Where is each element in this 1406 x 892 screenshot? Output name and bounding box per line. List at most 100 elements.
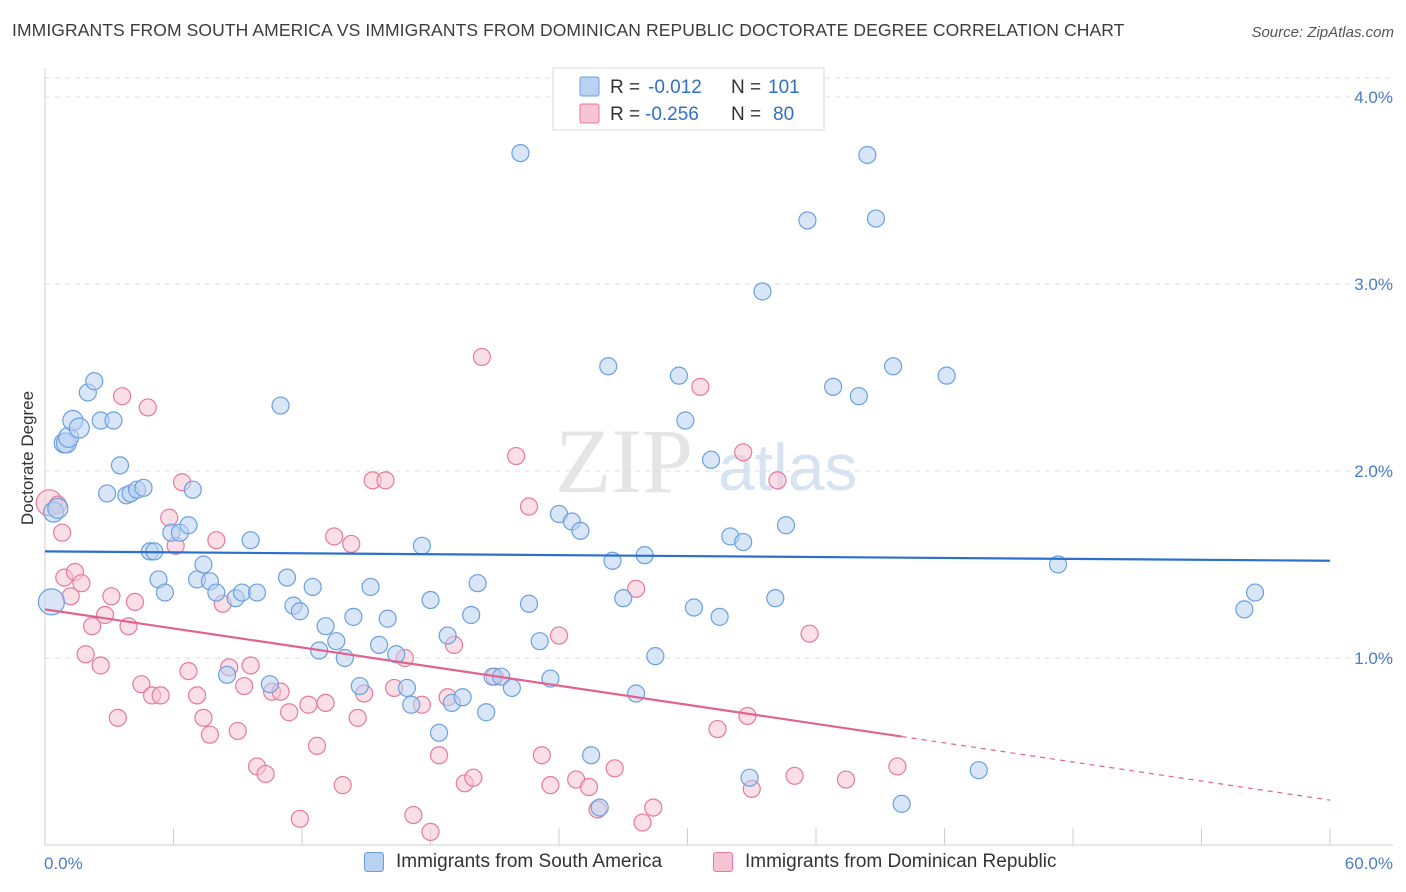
point-south-america: [776, 516, 796, 535]
point-south-america: [241, 531, 260, 550]
point-south-america: [37, 588, 66, 616]
point-south-america: [260, 675, 279, 694]
point-dominican-republic: [102, 587, 121, 606]
point-south-america: [582, 746, 601, 765]
y-tick-label: 2.0%: [1354, 462, 1393, 481]
point-dominican-republic: [579, 777, 599, 797]
point-dominican-republic: [151, 686, 170, 705]
point-south-america: [646, 647, 665, 666]
point-dominican-republic: [429, 746, 449, 765]
legend-r-label-2: R =: [610, 104, 640, 125]
point-dominican-republic: [200, 725, 220, 744]
point-south-america: [421, 590, 440, 610]
point-south-america: [676, 411, 695, 430]
point-south-america: [453, 688, 472, 707]
point-dominican-republic: [138, 398, 157, 417]
point-south-america: [98, 484, 117, 503]
point-south-america: [1235, 600, 1254, 619]
point-south-america: [183, 480, 202, 499]
point-dominican-republic: [207, 531, 226, 550]
point-dominican-republic: [691, 377, 710, 396]
point-south-america: [858, 145, 877, 165]
point-dominican-republic: [421, 822, 440, 842]
point-dominican-republic: [342, 534, 361, 554]
point-south-america: [350, 676, 369, 696]
point-dominican-republic: [738, 706, 757, 726]
point-dominican-republic: [836, 770, 856, 789]
point-south-america: [85, 372, 104, 391]
point-dominican-republic: [472, 347, 491, 367]
gridlines: [45, 77, 1393, 659]
point-dominican-republic: [785, 766, 804, 785]
point-dominican-republic: [299, 695, 318, 714]
point-dominican-republic: [280, 703, 299, 722]
point-south-america: [207, 583, 226, 602]
trend-lines: [44, 550, 1331, 801]
legend-label-dominican-republic: Immigrants from Dominican Republic: [745, 851, 1057, 872]
point-south-america: [969, 761, 988, 780]
watermark-zip: ZIP: [555, 410, 693, 512]
legend-item-dominican-republic: Immigrants from Dominican Republic: [713, 851, 1057, 873]
chart-title: IMMIGRANTS FROM SOUTH AMERICA VS IMMIGRA…: [12, 20, 1125, 40]
point-south-america: [734, 532, 753, 552]
y-tick-labels: 1.0% 2.0% 3.0% 4.0%: [1354, 88, 1393, 668]
point-dominican-republic: [348, 708, 367, 727]
point-dominican-republic: [708, 719, 727, 739]
point-south-america: [402, 695, 421, 714]
point-south-america: [477, 703, 496, 722]
point-south-america: [316, 617, 335, 636]
point-south-america: [937, 366, 956, 385]
source-label: Source: ZipAtlas.com: [1251, 24, 1394, 41]
point-dominican-republic: [404, 805, 423, 825]
point-dominican-republic: [888, 757, 907, 776]
point-south-america: [104, 411, 123, 430]
trend-line-dominican-republic-extension: [901, 735, 1331, 801]
legend-n-label-2: N =: [731, 104, 761, 125]
point-dominican-republic: [549, 626, 569, 645]
point-dominican-republic: [108, 708, 127, 727]
point-dominican-republic: [734, 443, 753, 462]
point-south-america: [519, 594, 539, 613]
point-south-america: [110, 456, 130, 475]
point-south-america: [271, 396, 290, 415]
series-south-america: [37, 144, 1265, 817]
y-tick-label: 3.0%: [1354, 275, 1393, 294]
point-south-america: [290, 602, 309, 621]
y-axis-label: Doctorate Degree: [18, 391, 37, 525]
point-south-america: [155, 583, 175, 602]
point-dominican-republic: [91, 656, 110, 675]
point-south-america: [378, 609, 397, 628]
point-dominican-republic: [800, 624, 819, 643]
legend-n-label-1: N =: [731, 77, 761, 98]
x-tick-label-max: 60.0%: [1345, 854, 1393, 873]
legend-n-value-2: 80: [773, 104, 794, 125]
watermark-atlas: atlas: [718, 430, 857, 504]
point-south-america: [327, 632, 346, 651]
point-south-america: [303, 577, 322, 597]
point-south-america: [370, 635, 389, 655]
point-dominican-republic: [132, 675, 151, 694]
point-south-america: [684, 598, 704, 617]
point-dominican-republic: [644, 798, 663, 817]
point-dominican-republic: [541, 776, 560, 795]
point-dominican-republic: [307, 736, 327, 755]
point-dominican-republic: [325, 527, 344, 546]
legend-swatch-dominican-republic: [713, 852, 733, 872]
point-south-america: [217, 665, 237, 684]
point-south-america: [412, 536, 432, 555]
point-south-america: [462, 605, 481, 625]
point-south-america: [766, 589, 785, 608]
point-south-america: [429, 723, 449, 742]
point-south-america: [438, 626, 457, 645]
point-dominican-republic: [768, 471, 787, 490]
point-dominican-republic: [376, 471, 395, 490]
point-south-america: [614, 589, 633, 608]
point-dominican-republic: [241, 656, 260, 675]
point-dominican-republic: [256, 764, 275, 784]
point-dominican-republic: [290, 809, 309, 828]
point-south-america: [361, 577, 380, 597]
legend-label-south-america: Immigrants from South America: [396, 851, 663, 872]
legend-r-value-1: -0.012: [648, 77, 702, 98]
stats-legend: R = -0.012 N = 101 R = -0.256 N = 80: [552, 67, 825, 131]
point-south-america: [798, 211, 817, 230]
